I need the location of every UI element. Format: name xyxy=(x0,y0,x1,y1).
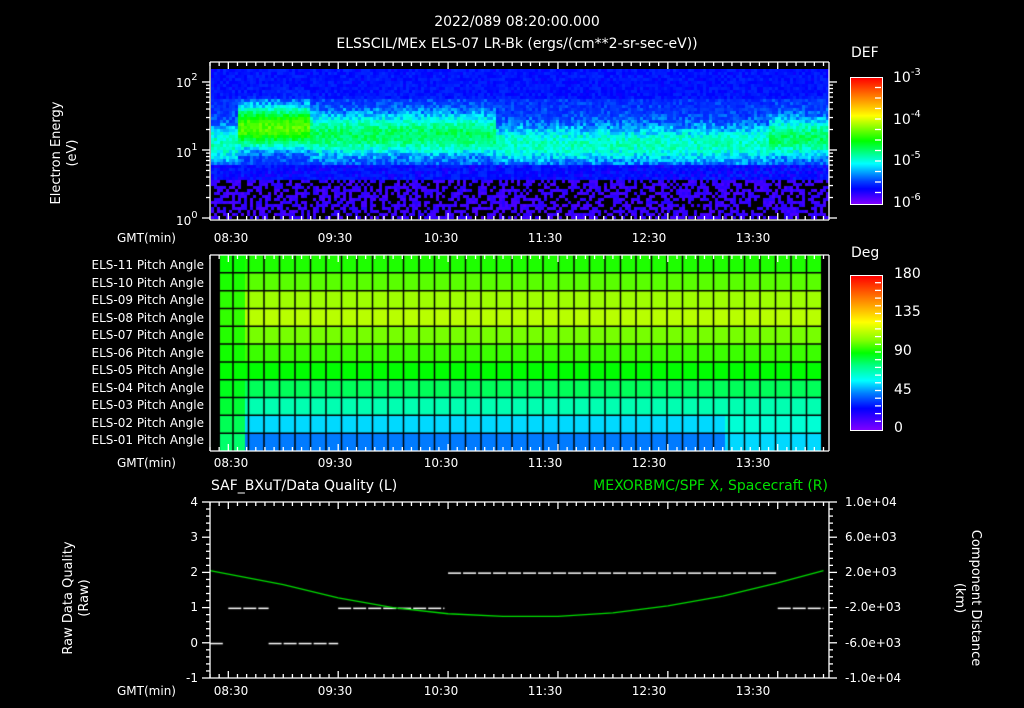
pitch-row-label: ELS-11 Pitch Angle xyxy=(91,258,204,272)
quality-tick: 0 xyxy=(190,636,198,650)
energy-tick-1: 100 xyxy=(176,210,198,228)
time-tick: 13:30 xyxy=(735,684,771,698)
distance-tick: -1.0e+04 xyxy=(845,671,902,685)
pitch-row-label: ELS-04 Pitch Angle xyxy=(91,380,204,395)
quality-tick: 2 xyxy=(190,565,198,579)
plot-title: ELSSCIL/MEx ELS-07 LR-Bk (ergs/(cm**2-sr… xyxy=(336,36,698,52)
quality-tick: -1 xyxy=(186,671,198,685)
time-tick: 13:30 xyxy=(735,231,771,245)
quality-tick: 3 xyxy=(190,530,198,544)
pitch-row-label: ELS-08 Pitch Angle xyxy=(91,310,204,325)
pitch-row-label: ELS-06 Pitch Angle xyxy=(91,345,204,360)
distance-tick: -6.0e+03 xyxy=(845,636,902,650)
deg-tick: 90 xyxy=(894,343,912,359)
spf-x-title: MEXORBMC/SPF X, Spacecraft (R) xyxy=(593,478,828,494)
pitch-row-label: ELS-07 Pitch Angle xyxy=(91,328,204,342)
pitch-row-label: ELS-02 Pitch Angle xyxy=(91,415,204,430)
def-colorbar-title: DEF xyxy=(851,45,879,61)
pitch-row-label: ELS-03 Pitch Angle xyxy=(91,398,204,412)
distance-tick: 2.0e+03 xyxy=(845,565,897,579)
time-tick: 08:30 xyxy=(213,684,249,698)
deg-colorbar xyxy=(850,275,883,431)
time-tick: 12:30 xyxy=(631,231,667,245)
deg-tick: 45 xyxy=(894,382,912,398)
time-tick: 10:30 xyxy=(423,231,459,245)
deg-tick: 0 xyxy=(894,420,903,436)
distance-tick: 6.0e+03 xyxy=(845,530,897,544)
energy-spectrogram[interactable] xyxy=(211,69,829,219)
plot-timestamp: 2022/089 08:20:00.000 xyxy=(434,14,600,30)
time-tick: 10:30 xyxy=(423,456,459,470)
time-tick: 08:30 xyxy=(213,456,249,470)
def-tick-1e-4: 10-4 xyxy=(893,109,921,128)
time-tick: 09:30 xyxy=(317,456,353,470)
pitch-row-label: ELS-05 Pitch Angle xyxy=(91,363,204,377)
pitch-row-labels: ELS-11 Pitch Angle ELS-10 Pitch Angle EL… xyxy=(92,257,204,450)
deg-tick: 180 xyxy=(894,266,921,282)
time-tick: 09:30 xyxy=(317,231,353,245)
distance-tick: -2.0e+03 xyxy=(845,600,902,614)
time-tick: 13:30 xyxy=(735,456,771,470)
time-axis-label-2: GMT(min) xyxy=(117,456,176,470)
time-tick: 09:30 xyxy=(317,684,353,698)
energy-tick-10: 101 xyxy=(176,142,198,160)
deg-tick: 135 xyxy=(894,304,921,320)
time-axis-label-1: GMT(min) xyxy=(117,231,176,245)
pitch-row-label: ELS-01 Pitch Angle xyxy=(91,433,204,447)
time-tick: 12:30 xyxy=(631,684,667,698)
pitch-row-label: ELS-09 Pitch Angle xyxy=(91,293,204,307)
quality-distance-plot[interactable] xyxy=(200,495,840,685)
time-tick: 12:30 xyxy=(631,456,667,470)
pitch-angle-grid[interactable] xyxy=(210,255,830,451)
pitch-row-label: ELS-10 Pitch Angle xyxy=(91,275,204,290)
deg-colorbar-title: Deg xyxy=(851,245,880,261)
time-tick: 11:30 xyxy=(527,684,563,698)
time-tick: 11:30 xyxy=(527,456,563,470)
time-tick: 10:30 xyxy=(423,684,459,698)
energy-tick-100: 102 xyxy=(176,72,198,90)
time-tick: 08:30 xyxy=(213,231,249,245)
quality-title: SAF_BXuT/Data Quality (L) xyxy=(211,478,398,494)
time-tick: 11:30 xyxy=(527,231,563,245)
quality-tick: 4 xyxy=(190,495,198,509)
time-axis-label-3: GMT(min) xyxy=(117,684,176,698)
distance-tick: 1.0e+04 xyxy=(845,495,897,509)
def-tick-1e-3: 10-3 xyxy=(893,67,921,86)
quality-tick: 1 xyxy=(190,600,198,614)
def-tick-1e-5: 10-5 xyxy=(893,150,921,169)
def-tick-1e-6: 10-6 xyxy=(893,192,921,211)
